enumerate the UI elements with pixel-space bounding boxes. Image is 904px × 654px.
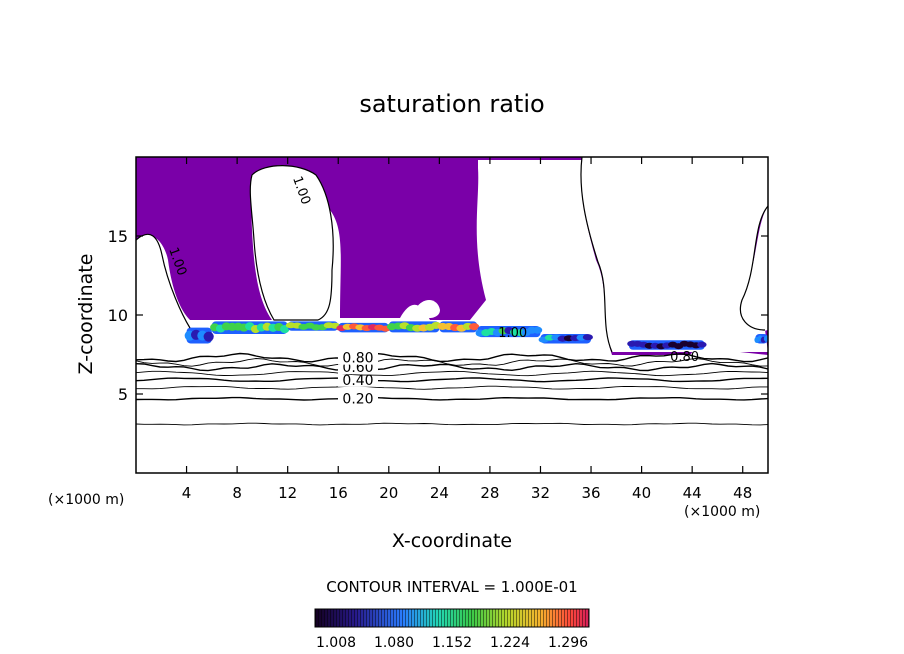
contour-line — [136, 370, 768, 377]
y-tick-label: 5 — [118, 385, 128, 404]
cloud-cell — [697, 341, 707, 348]
y-axis: 5 10 15 — [108, 227, 768, 404]
y-axis-label: Z-coordinate — [75, 254, 97, 375]
x-unit-left: (×1000 m) — [48, 492, 124, 508]
contour-line — [136, 377, 768, 383]
contour-label: 0.40 — [342, 373, 373, 389]
clear-region-2 — [136, 234, 190, 345]
x-tick-label: 48 — [733, 484, 752, 502]
cloud-cell — [533, 326, 543, 334]
colorbar-frame — [314, 608, 590, 628]
cloud-cell — [763, 335, 768, 342]
cloud-cell — [582, 334, 593, 341]
cloud-cell — [469, 323, 480, 331]
contour-label-bg — [338, 389, 378, 406]
contour-interval-text: CONTOUR INTERVAL = 1.000E-01 — [326, 578, 577, 596]
contour-line — [136, 396, 768, 401]
contour-line — [136, 422, 768, 426]
x-tick-label: 44 — [683, 484, 702, 502]
chart-title: saturation ratio — [359, 90, 544, 118]
colorbar-tick-label: 1.152 — [432, 635, 472, 651]
clear-region-1 — [250, 165, 334, 320]
contour-1-00-outline — [136, 157, 768, 353]
colorbar-ticks: 1.008 1.080 1.152 1.224 1.296 — [316, 635, 588, 651]
colorbar-stripes — [315, 609, 589, 627]
x-axis-label: X-coordinate — [392, 530, 512, 552]
colorbar: 1.008 1.080 1.152 1.224 1.296 — [314, 608, 590, 651]
y-tick-label: 15 — [108, 227, 128, 246]
x-tick-label: 8 — [232, 484, 242, 502]
contour-line — [136, 358, 768, 367]
clear-region-3 — [580, 157, 768, 352]
x-unit-right: (×1000 m) — [684, 504, 760, 520]
x-tick-label: 12 — [278, 484, 297, 502]
contour-lines: 0.200.400.600.80 — [136, 348, 768, 426]
cloud-cell — [203, 331, 214, 342]
contour-line — [136, 385, 768, 390]
colorbar-tick-label: 1.296 — [548, 635, 588, 651]
x-tick-label: 40 — [632, 484, 651, 502]
x-axis: 4 8 12 16 20 24 28 32 36 40 44 48 — [182, 157, 752, 502]
contour-label: 0.80 — [342, 351, 373, 367]
x-tick-label: 32 — [531, 484, 550, 502]
x-tick-label: 4 — [182, 484, 192, 502]
contour-label-bg — [338, 348, 378, 365]
x-tick-label: 36 — [581, 484, 600, 502]
colorbar-tick-label: 1.080 — [374, 635, 414, 651]
y-tick-label: 10 — [108, 306, 128, 325]
contour-line — [136, 352, 768, 363]
clear-region-4 — [416, 299, 440, 318]
contour-line — [136, 362, 768, 372]
x-tick-label: 16 — [329, 484, 348, 502]
colorbar-tick-label: 1.008 — [316, 635, 356, 651]
plot-area: 0.200.400.600.80 — [136, 157, 768, 473]
cloud-band — [184, 321, 768, 350]
contour-annotation: 1.00 — [498, 326, 527, 341]
x-tick-label: 24 — [430, 484, 449, 502]
subsaturated-region — [136, 355, 768, 473]
colorbar-tick-label: 1.224 — [490, 635, 530, 651]
x-tick-label: 28 — [480, 484, 499, 502]
x-tick-label: 20 — [379, 484, 398, 502]
clear-region-5 — [570, 310, 589, 328]
contour-annotation: 0.80 — [670, 350, 699, 365]
contour-label: 0.20 — [342, 392, 373, 408]
